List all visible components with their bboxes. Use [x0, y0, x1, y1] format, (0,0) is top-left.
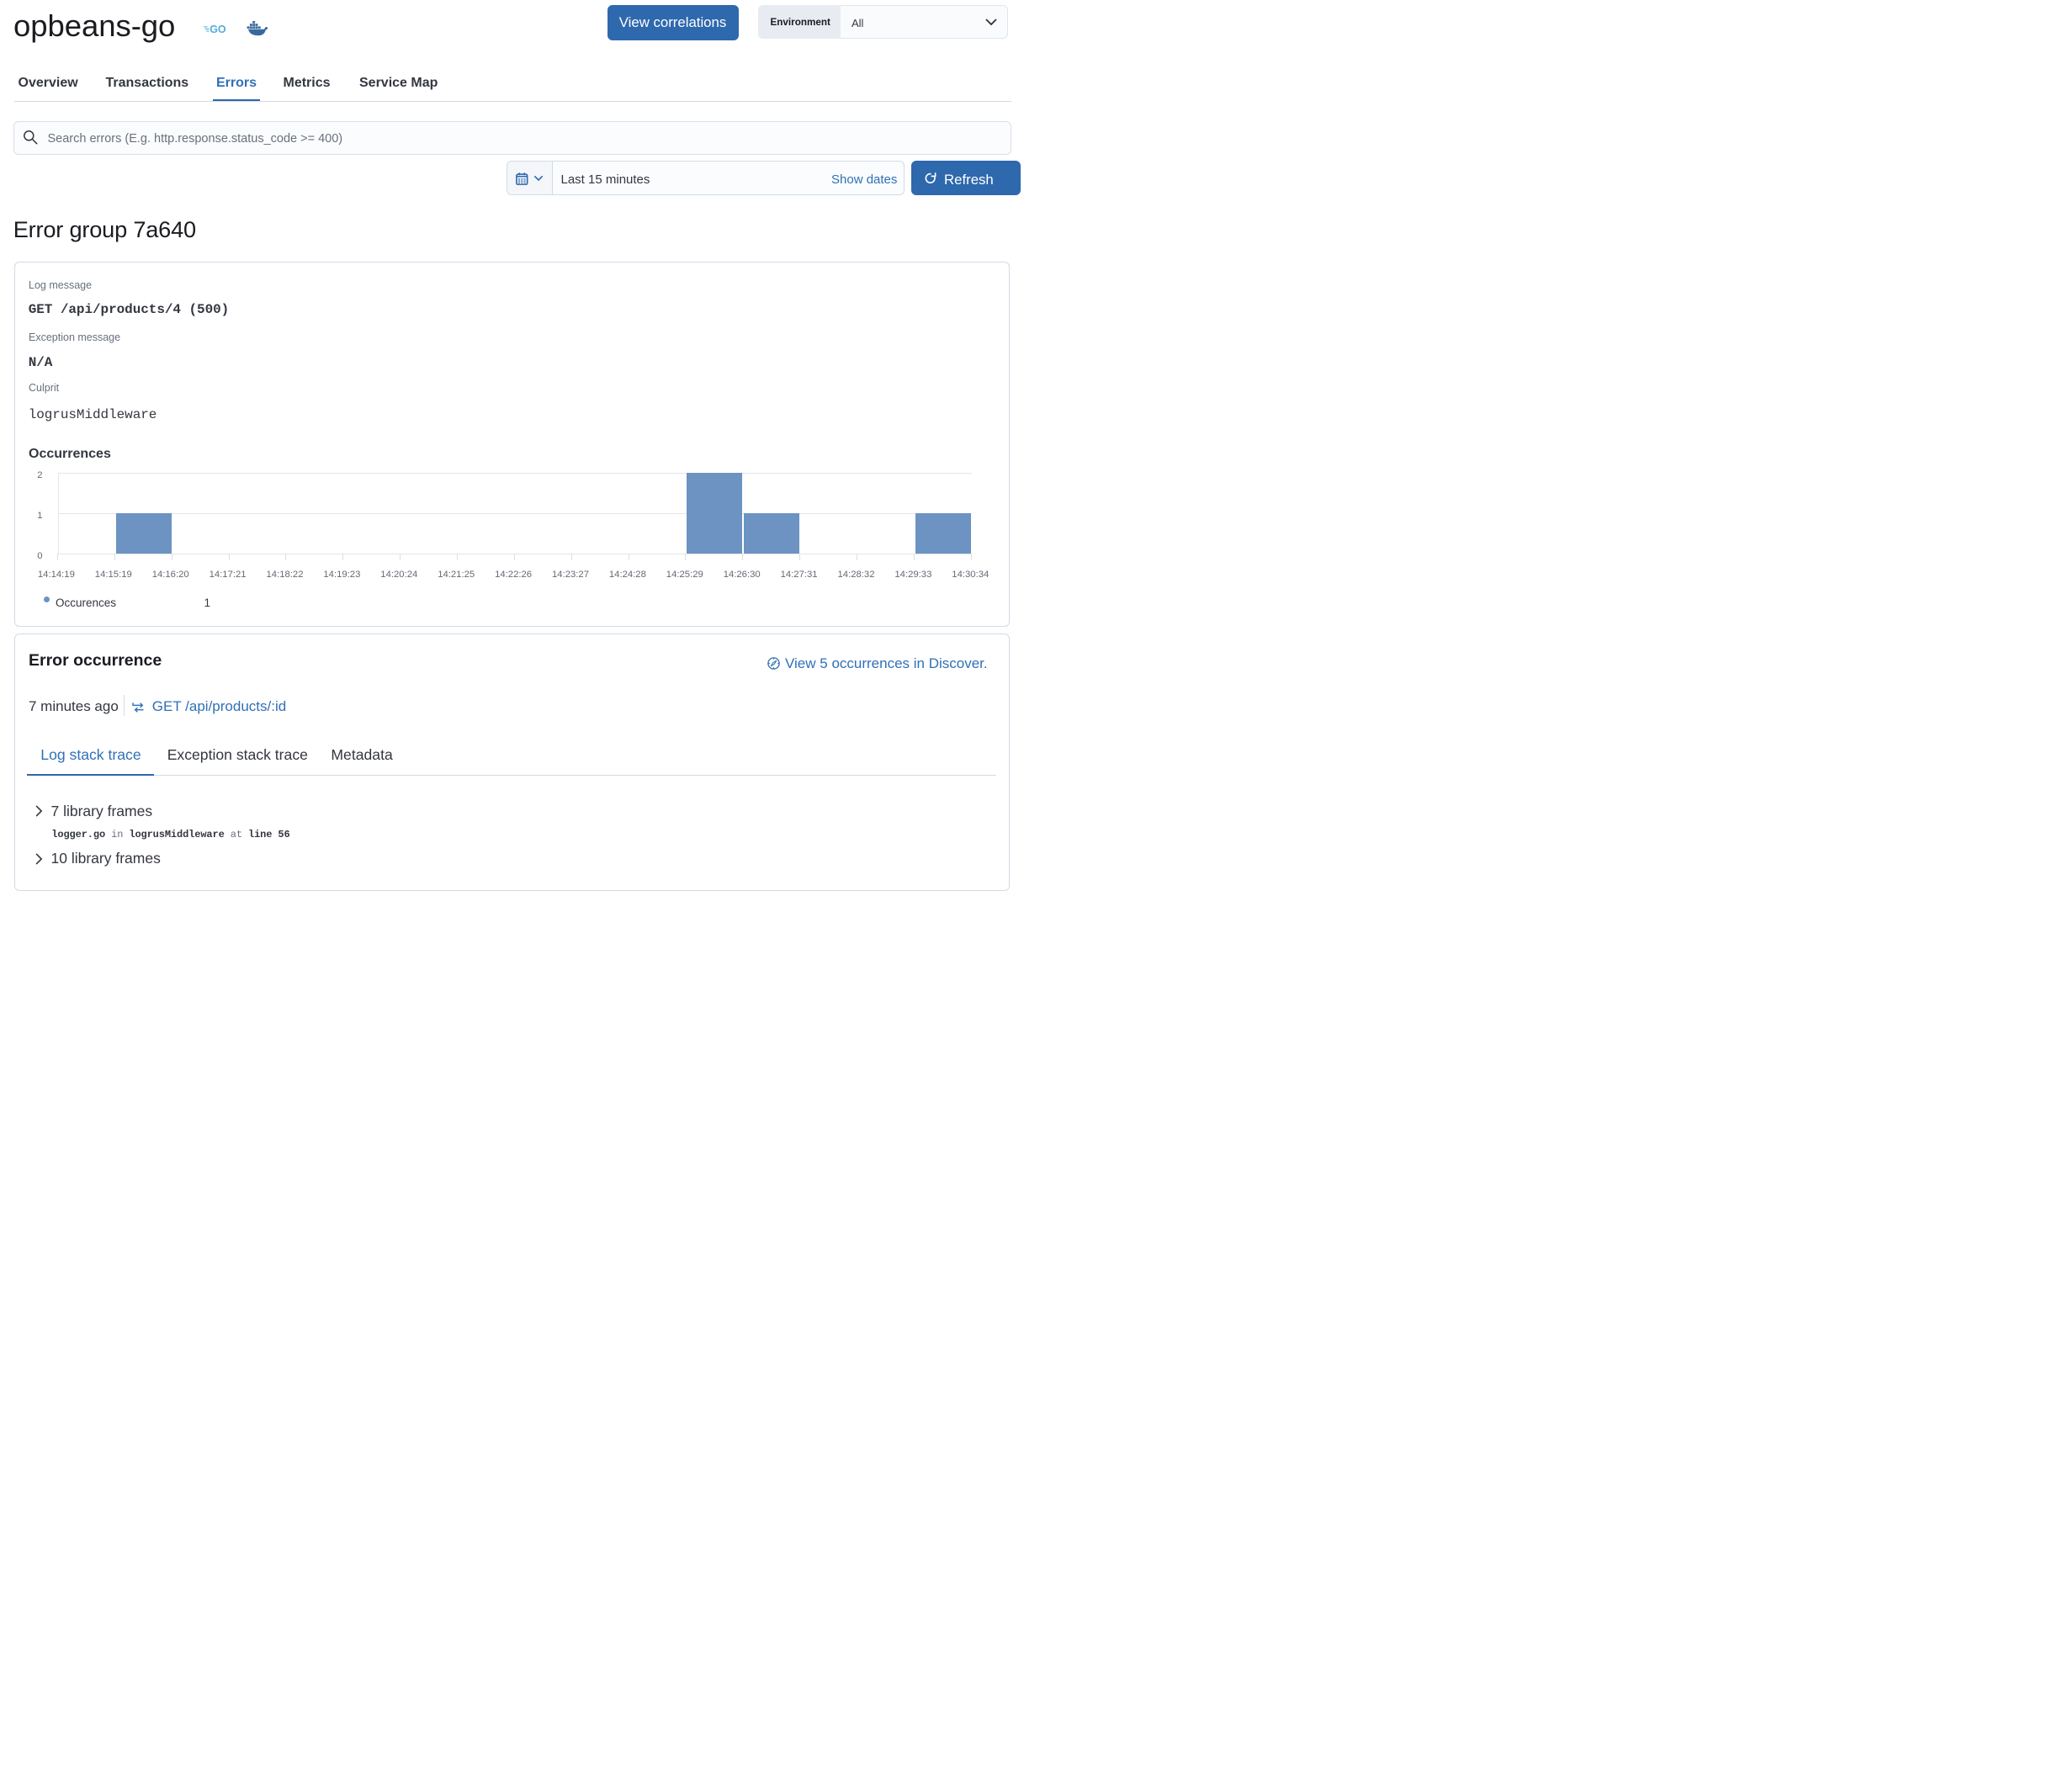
svg-text:GO: GO	[210, 24, 225, 34]
